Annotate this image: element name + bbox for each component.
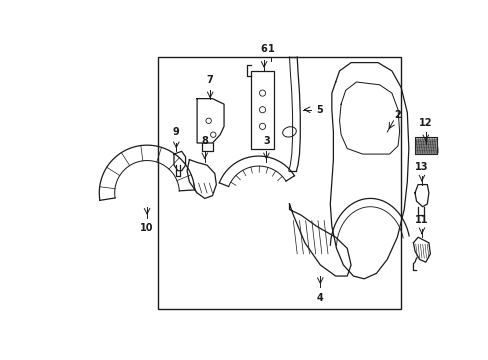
Text: 6: 6 [260,44,267,54]
Text: 10: 10 [140,223,154,233]
Text: 2: 2 [393,110,400,120]
Text: 7: 7 [206,75,213,85]
Bar [414,137,436,154]
Bar [158,57,401,309]
Text: 9: 9 [173,127,179,138]
Text: 11: 11 [414,215,428,225]
Text: 1: 1 [267,44,274,54]
Text: 13: 13 [414,162,428,172]
Text: 3: 3 [263,136,269,146]
Text: 8: 8 [201,136,208,146]
Text: 4: 4 [316,293,323,303]
Text: 12: 12 [418,118,432,128]
Text: 5: 5 [316,105,323,115]
